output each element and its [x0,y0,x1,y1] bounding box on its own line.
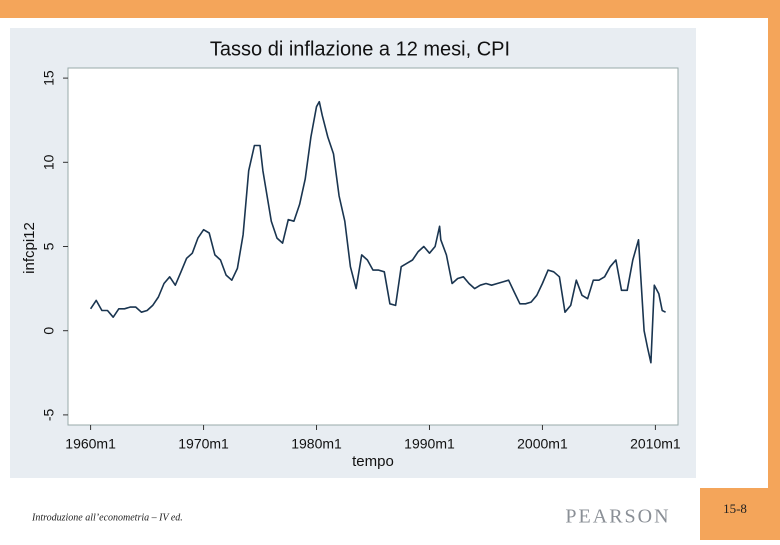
y-tick-label: 15 [41,70,57,86]
x-tick-label: 1970m1 [178,436,229,452]
top-band [0,0,780,18]
x-tick-label: 1990m1 [404,436,455,452]
x-tick-label: 1960m1 [65,436,116,452]
footer-text: Introduzione all’econometria – IV ed. [31,512,183,523]
x-tick-label: 1980m1 [291,436,342,452]
page-number: 15-8 [723,501,747,516]
chart-title: Tasso di inflazione a 12 mesi, CPI [210,38,510,60]
y-tick-label: 0 [41,327,57,335]
y-tick-label: -5 [41,408,57,421]
y-axis-label: infcpi12 [21,222,38,274]
plot-area [67,67,679,426]
logo: PEARSON [565,506,670,528]
data-line [89,100,666,364]
x-tick-label: 2010m1 [630,436,681,452]
y-tick-label: 5 [41,242,57,250]
y-tick-label: 10 [41,154,57,170]
page-box [700,488,780,540]
x-axis-label: tempo [352,453,394,470]
side-band [768,18,780,488]
x-tick-label: 2000m1 [517,436,568,452]
